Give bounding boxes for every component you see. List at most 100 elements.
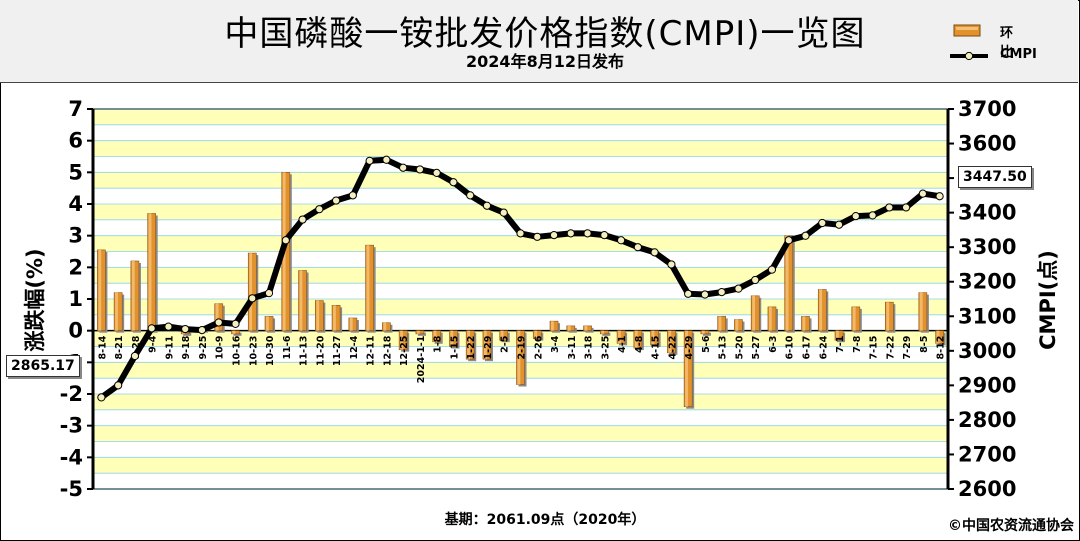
cmpi-point [231,319,240,328]
x-tick-label: 1-22 [466,336,477,360]
bar-highlight [115,292,118,331]
y-right-tick-label: 2600 [958,477,1016,501]
bar-highlight [467,330,470,360]
x-tick-label: 11-20 [315,335,326,366]
bar [331,305,341,331]
bar [465,330,475,360]
bar [884,301,894,331]
bar [130,260,140,331]
bar-highlight [349,318,353,331]
x-tick-label: 10-30 [265,335,276,366]
bar-highlight [299,270,303,331]
cmpi-point [181,324,190,334]
cmpi-point [399,163,408,172]
x-tick-label: 6-17 [802,336,813,360]
bar-highlight [701,330,705,334]
grid-band [93,204,948,220]
x-tick-label: 2024-1-1 [416,336,427,384]
bar-highlight [634,330,638,349]
bar-highlight [266,316,269,331]
bar-highlight [483,330,487,360]
x-tick-label: 6-24 [818,335,829,359]
cmpi-point [499,208,508,217]
y-left-tick-label: -4 [60,445,83,469]
x-tick-label: 10-16 [232,335,243,366]
grid-band [93,425,948,442]
bar [314,300,324,331]
cmpi-point [382,155,391,164]
x-tick-label: 5-6 [701,335,712,353]
cmpi-point [348,191,357,200]
cmpi-point [767,265,777,274]
cmpi-point [818,218,827,228]
bar-highlight [249,253,253,331]
bar [801,316,810,331]
y-right-axis-title: CMPI(点) [1036,250,1060,350]
x-tick-label: 5-20 [734,335,745,359]
y-left-tick-label: 5 [68,160,83,184]
bar-highlight [752,295,755,331]
bar-highlight [416,330,420,334]
bar [247,252,257,331]
cmpi-point [214,318,223,327]
bar-highlight [936,330,940,344]
x-axis: 8-14 8-21 8-28 9-4 9-11 9-18 9-25 10-9 10-16 10-2… [97,335,946,383]
bar-highlight [601,330,605,334]
x-tick-label: 12-18 [382,335,393,366]
x-tick-label: 9-11 [164,336,175,360]
cmpi-point [432,168,441,178]
cmpi-point [616,236,626,245]
y-right-tick-label: 2700 [958,442,1016,466]
y-right-tick-label: 3100 [958,304,1016,328]
x-tick-label: 3-25 [600,336,611,360]
bar-highlight [685,330,688,407]
bar [834,330,844,341]
bar [382,322,391,331]
bar [734,319,743,331]
bar-highlight [668,330,672,353]
x-tick-label: 11-13 [299,336,310,366]
bar [700,330,710,335]
y-left-tick-label: 2 [68,255,83,279]
grid-band [93,172,948,189]
chart-legend: 环比 CMPI [948,20,1068,70]
footer-copyright: ©中国农资流通协会 [948,518,1074,534]
x-tick-label: 3-18 [584,335,595,359]
bar-highlight [534,330,538,339]
bar-shadow [183,332,192,336]
cmpi-point [700,290,710,299]
cmpi-point [197,325,207,335]
bar-highlight [919,292,923,331]
cmpi-point [918,189,927,198]
x-tick-label: 10-23 [248,336,259,366]
bar-highlight [768,306,772,331]
bar [113,292,123,331]
cmpi-point [549,230,559,240]
x-tick-label: 4-29 [684,336,695,360]
y-right-tick-label: 3700 [958,97,1016,121]
cmpi-point [147,324,156,333]
bar-series [97,172,946,409]
x-tick-label: 7-1 [835,336,846,353]
x-tick-label: 8-14 [97,335,108,359]
x-tick-label: 11-27 [332,336,343,366]
bar-shadow [702,332,711,336]
cmpi-point [784,236,793,245]
cmpi-point [633,243,642,252]
bar [599,330,609,335]
bar [566,325,576,331]
y-left-tick-label: -3 [60,414,83,438]
x-tick-label: 7-8 [852,335,863,353]
cmpi-point [851,211,860,221]
x-tick-label: 3-11 [567,336,578,360]
bar-highlight [785,235,789,331]
cmpi-point [583,229,592,238]
bar [784,235,794,331]
bar [583,325,592,331]
bar-highlight [98,249,102,331]
y-left-tick-label: 4 [68,192,83,216]
cmpi-point [667,260,676,269]
chart-subtitle: 2024年8月12日发布 [466,52,624,71]
y-left-tick-label: -2 [60,382,83,406]
bar-highlight [131,261,135,331]
